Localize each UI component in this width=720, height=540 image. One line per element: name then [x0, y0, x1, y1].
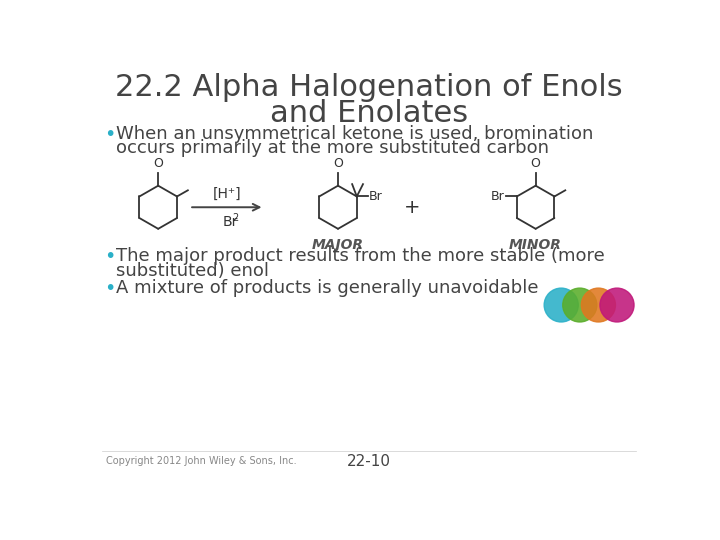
Text: Copyright 2012 John Wiley & Sons, Inc.: Copyright 2012 John Wiley & Sons, Inc. [106, 456, 296, 467]
Circle shape [544, 288, 578, 322]
Text: MINOR: MINOR [509, 238, 562, 252]
Text: A mixture of products is generally unavoidable: A mixture of products is generally unavo… [116, 279, 538, 297]
Text: substituted) enol: substituted) enol [116, 262, 269, 280]
Text: The major product results from the more stable (more: The major product results from the more … [116, 247, 604, 265]
Text: [H⁺]: [H⁺] [212, 187, 241, 201]
Text: O: O [333, 157, 343, 170]
Circle shape [563, 288, 597, 322]
Text: •: • [104, 125, 115, 144]
Text: Br: Br [223, 215, 238, 229]
Text: •: • [104, 279, 115, 298]
Text: 22.2 Alpha Halogenation of Enols: 22.2 Alpha Halogenation of Enols [115, 72, 623, 102]
Text: •: • [104, 247, 115, 266]
Text: O: O [531, 157, 541, 170]
Text: 2: 2 [233, 213, 238, 224]
Text: Br: Br [369, 190, 382, 203]
Circle shape [581, 288, 616, 322]
Text: O: O [153, 157, 163, 170]
Circle shape [600, 288, 634, 322]
Text: Br: Br [491, 190, 505, 203]
Text: +: + [403, 198, 420, 217]
Text: and Enolates: and Enolates [270, 99, 468, 127]
Text: When an unsymmetrical ketone is used, bromination: When an unsymmetrical ketone is used, br… [116, 125, 593, 143]
Text: MAJOR: MAJOR [312, 238, 364, 252]
Text: occurs primarily at the more substituted carbon: occurs primarily at the more substituted… [116, 139, 549, 158]
Text: 22-10: 22-10 [347, 454, 391, 469]
